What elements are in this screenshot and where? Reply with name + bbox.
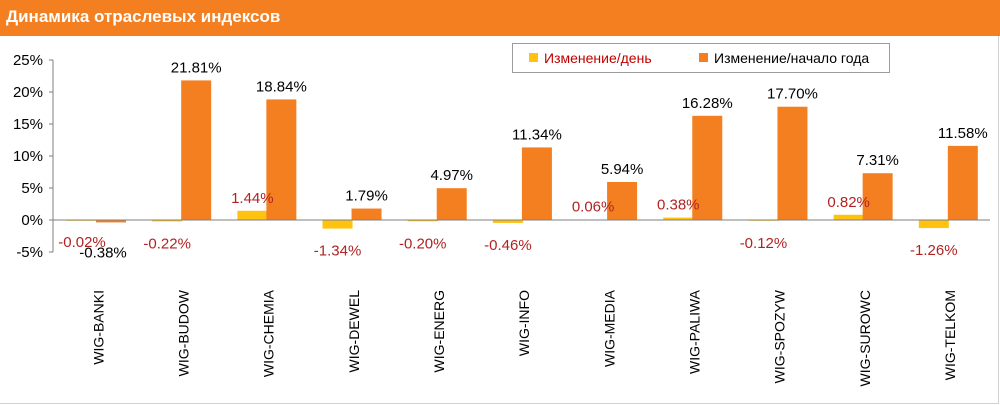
data-label-day: -1.26%: [910, 242, 958, 259]
y-tick-label: 20%: [13, 84, 43, 101]
bar-day: [407, 220, 438, 222]
bar-day: [322, 220, 353, 229]
bar-day: [663, 217, 694, 220]
category-label: WIG-DEWEL: [346, 290, 362, 373]
y-tick-label: 5%: [21, 180, 43, 197]
bar-day: [833, 214, 864, 220]
y-tick-label: 25%: [13, 52, 43, 69]
category-label: WIG-SPOZYW: [772, 289, 788, 383]
y-tick-label: 10%: [13, 148, 43, 165]
data-label-ytd: 11.34%: [512, 126, 562, 143]
category-label: WIG-PALIWA: [687, 289, 703, 374]
data-label-ytd: 16.28%: [682, 95, 733, 112]
category-label: WIG-BANKI: [90, 290, 106, 365]
data-label-day: -0.02%: [58, 234, 106, 251]
category-label: WIG-INFO: [516, 290, 532, 356]
category-label: WIG-ENERG: [431, 290, 447, 372]
y-tick-label: 0%: [21, 212, 43, 229]
legend-item-ytd: Изменение/начало года: [699, 50, 869, 66]
legend-label-ytd: Изменение/начало года: [714, 50, 870, 66]
category-label: WIG-CHEMIA: [261, 289, 277, 377]
chart-title: Динамика отраслевых индексов: [6, 7, 281, 26]
bar-ytd: [607, 181, 638, 220]
data-label-ytd: 7.31%: [856, 152, 899, 169]
data-label-day: -0.22%: [143, 235, 191, 252]
chart-legend: Изменение/день Изменение/начало года: [512, 43, 890, 73]
y-tick-label: -5%: [16, 244, 43, 261]
bar-ytd: [96, 220, 126, 223]
data-label-ytd: 21.81%: [171, 59, 222, 76]
y-tick-label: 15%: [13, 116, 43, 133]
bar-day: [237, 210, 268, 220]
data-label-day: -0.20%: [399, 235, 447, 252]
data-label-ytd: 4.97%: [430, 167, 473, 184]
bar-ytd: [266, 99, 297, 220]
data-label-day: -0.46%: [484, 237, 532, 254]
data-label-day: 1.44%: [231, 190, 274, 207]
category-label: WIG-MEDIA: [601, 289, 617, 367]
chart-header: Динамика отраслевых индексов: [0, 0, 1000, 36]
bar-ytd: [181, 80, 212, 220]
data-label-ytd: 18.84%: [256, 78, 307, 95]
legend-swatch-day: [529, 53, 538, 62]
category-label: WIG-TELKOM: [942, 290, 958, 380]
category-label: WIG-BUDOW: [175, 289, 191, 376]
bar-ytd: [947, 145, 978, 220]
data-label-ytd: -0.38%: [79, 244, 127, 261]
legend-label-day: Изменение/день: [544, 50, 652, 66]
data-label-day: 0.82%: [827, 194, 870, 211]
data-label-ytd: 5.94%: [601, 161, 644, 178]
legend-item-day: Изменение/день: [529, 50, 652, 66]
chart-frame: [0, 36, 999, 404]
bar-ytd: [436, 188, 467, 220]
data-label-day: -1.34%: [314, 243, 362, 260]
bar-ytd: [862, 173, 893, 220]
bar-day: [918, 220, 949, 229]
data-label-ytd: 11.58%: [938, 125, 988, 142]
bar-day: [492, 220, 523, 223]
data-label-day: 0.06%: [572, 199, 615, 216]
bar-day: [152, 220, 183, 222]
bar-ytd: [351, 208, 382, 220]
data-label-day: -0.12%: [740, 235, 788, 252]
data-label-ytd: 1.79%: [345, 188, 388, 205]
category-label: WIG-SUROWC: [857, 290, 873, 386]
data-label-day: 0.38%: [657, 197, 700, 214]
bar-ytd: [777, 106, 808, 220]
legend-swatch-ytd: [699, 53, 708, 62]
bar-ytd: [692, 115, 723, 220]
data-label-ytd: 17.70%: [767, 86, 818, 103]
bar-ytd: [521, 147, 552, 220]
